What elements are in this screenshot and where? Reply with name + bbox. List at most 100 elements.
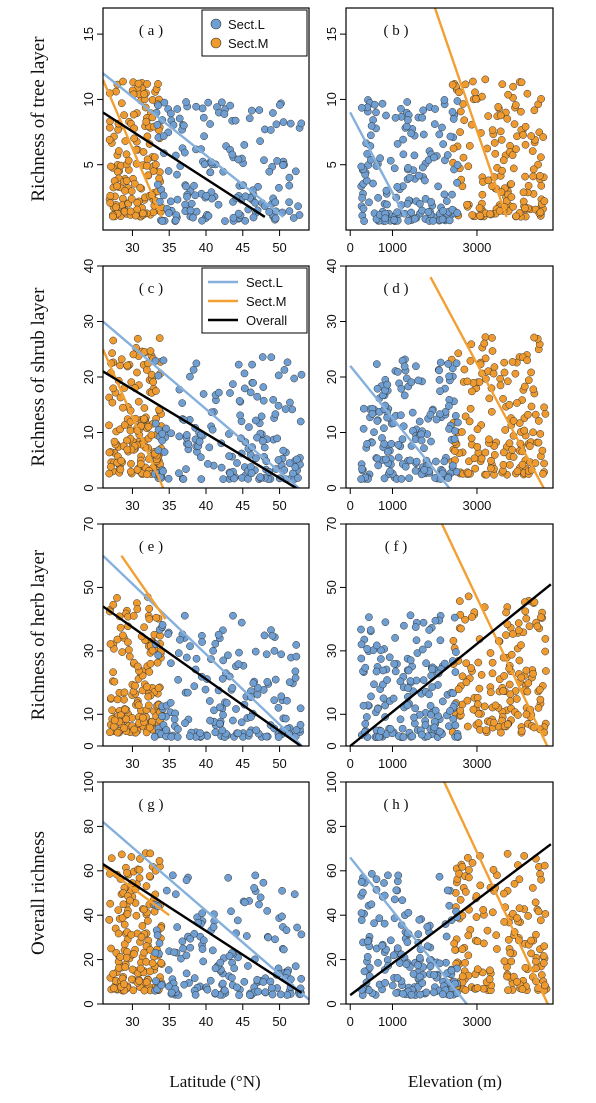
- data-point-sect-l: [406, 656, 415, 665]
- data-point-sect-l: [158, 436, 166, 445]
- data-point-sect-m: [116, 465, 125, 474]
- data-point-sect-l: [390, 216, 398, 224]
- data-point-sect-l: [451, 721, 460, 730]
- data-point-sect-l: [389, 951, 398, 960]
- data-point-sect-l: [267, 984, 276, 992]
- data-point-sect-l: [408, 732, 417, 741]
- data-point-sect-l: [295, 211, 304, 219]
- data-point-sect-m: [529, 385, 538, 394]
- points-g: [105, 849, 306, 999]
- data-point-sect-m: [130, 134, 138, 143]
- data-point-sect-m: [105, 469, 114, 478]
- data-point-sect-m: [509, 630, 517, 638]
- data-point-sect-l: [381, 618, 390, 627]
- panel-g: 30 35 40 45 50 0 20 40 60 80 100 ( g ) Overall richn…: [28, 771, 310, 1029]
- data-point-sect-l: [180, 611, 189, 620]
- data-point-sect-l: [192, 359, 201, 368]
- data-point-sect-m: [536, 208, 545, 217]
- data-point-sect-m: [517, 107, 525, 116]
- data-point-sect-l: [357, 475, 365, 483]
- data-point-sect-m: [123, 445, 132, 454]
- data-point-sect-l: [357, 654, 366, 663]
- data-point-sect-m: [530, 333, 538, 342]
- data-point-sect-l: [153, 121, 162, 129]
- data-point-sect-m: [136, 460, 145, 468]
- data-point-sect-l: [427, 198, 435, 206]
- data-point-sect-m: [143, 80, 151, 88]
- data-point-sect-m: [521, 122, 530, 131]
- data-point-sect-m: [511, 101, 520, 109]
- data-point-sect-l: [403, 98, 412, 106]
- data-point-sect-l: [253, 392, 262, 401]
- data-point-sect-l: [230, 964, 239, 973]
- data-point-sect-m: [473, 443, 482, 451]
- data-point-sect-m: [146, 849, 155, 858]
- data-point-sect-m: [520, 382, 529, 391]
- data-point-sect-l: [449, 461, 457, 470]
- data-point-sect-l: [397, 475, 406, 483]
- data-point-sect-m: [512, 212, 520, 221]
- data-point-sect-m: [471, 464, 480, 473]
- data-point-sect-l: [450, 613, 459, 622]
- data-point-sect-l: [186, 642, 194, 651]
- data-point-sect-l: [259, 383, 268, 391]
- data-point-sect-l: [411, 704, 420, 713]
- data-point-sect-l: [407, 208, 416, 217]
- data-point-sect-l: [390, 164, 399, 173]
- data-point-sect-l: [442, 197, 451, 205]
- data-point-sect-l: [174, 675, 182, 684]
- data-point-sect-l: [182, 969, 191, 978]
- data-point-sect-l: [264, 933, 273, 942]
- data-point-sect-l: [275, 183, 283, 192]
- data-point-sect-m: [459, 153, 468, 162]
- data-point-sect-l: [291, 167, 300, 176]
- data-point-sect-m: [497, 136, 506, 144]
- data-point-sect-m: [155, 334, 164, 342]
- y-tick-label: 10: [81, 92, 96, 106]
- data-point-sect-m: [518, 985, 527, 994]
- data-point-sect-l: [372, 360, 381, 368]
- data-point-sect-l: [403, 701, 412, 710]
- data-point-sect-l: [257, 412, 266, 421]
- data-point-sect-l: [380, 424, 388, 433]
- data-point-sect-m: [487, 407, 496, 416]
- data-point-sect-m: [499, 460, 508, 469]
- data-point-sect-l: [274, 456, 283, 464]
- data-point-sect-l: [413, 961, 422, 970]
- data-point-sect-l: [451, 668, 460, 676]
- data-point-sect-m: [142, 161, 151, 170]
- data-point-sect-m: [108, 349, 116, 357]
- data-point-sect-l: [178, 937, 187, 946]
- data-point-sect-m: [126, 896, 134, 905]
- data-point-sect-l: [158, 429, 167, 438]
- data-point-sect-l: [247, 106, 256, 115]
- data-point-sect-l: [364, 937, 372, 946]
- data-point-sect-l: [160, 98, 169, 107]
- data-point-sect-m: [523, 687, 532, 696]
- data-point-sect-l: [443, 151, 452, 159]
- data-point-sect-m: [127, 459, 135, 468]
- data-point-sect-m: [153, 658, 162, 667]
- data-point-sect-l: [381, 455, 390, 464]
- data-point-sect-l: [397, 384, 406, 393]
- y-tick-label: 40: [81, 259, 96, 273]
- data-point-sect-l: [224, 873, 233, 882]
- data-point-sect-l: [420, 466, 429, 474]
- data-point-sect-m: [484, 176, 493, 185]
- panel-tag: ( c ): [139, 281, 163, 297]
- data-point-sect-l: [359, 424, 368, 433]
- data-point-sect-l: [285, 181, 294, 190]
- data-point-sect-m: [113, 728, 122, 737]
- data-point-sect-l: [270, 647, 279, 655]
- y-axis-label: Overall richness: [28, 831, 49, 955]
- data-point-sect-l: [419, 130, 428, 139]
- data-point-sect-l: [151, 948, 160, 957]
- data-point-sect-l: [173, 733, 182, 741]
- data-point-sect-l: [162, 726, 171, 734]
- data-point-sect-m: [499, 156, 508, 165]
- data-point-sect-l: [226, 101, 235, 110]
- data-point-sect-l: [186, 943, 195, 952]
- data-point-sect-l: [418, 163, 427, 172]
- data-point-sect-l: [256, 893, 265, 902]
- data-point-sect-l: [447, 966, 456, 975]
